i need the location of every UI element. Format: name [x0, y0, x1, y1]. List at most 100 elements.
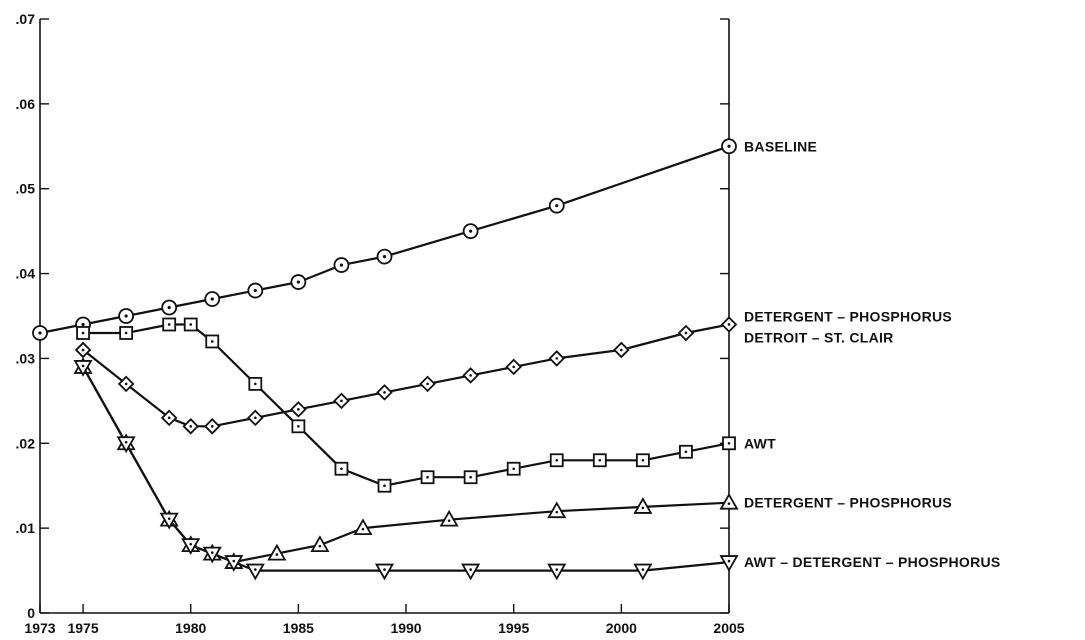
triangle-up-marker [439, 509, 459, 527]
series-line-diamond [82, 323, 730, 428]
triangle-down-marker-dot [189, 542, 193, 546]
circle-marker-dot [382, 255, 387, 259]
triangle-up-marker [310, 535, 330, 553]
triangle-down-marker [224, 555, 244, 572]
diamond-marker-dot [555, 357, 559, 360]
circle-marker-dot [555, 204, 559, 208]
square-marker-dot [167, 323, 171, 326]
triangle-up-marker-dot [275, 553, 279, 556]
circle-marker-dot [727, 144, 731, 148]
x-tick-label: 1995 [498, 620, 529, 636]
triangle-down-marker [159, 512, 179, 530]
circle-marker-dot [81, 322, 85, 327]
series-square [76, 317, 736, 493]
chart-axes: 0 .01 .02 .03 .04 .05 .06 .07 1973 1975 1980 1985 19… [16, 11, 745, 636]
triangle-up-marker-dot [641, 506, 645, 510]
diamond-marker-dot [620, 348, 623, 352]
square-marker-dot [641, 458, 645, 462]
square-marker-dot [555, 458, 559, 462]
square-marker-dot [210, 340, 214, 343]
triangle-down-marker [633, 563, 653, 581]
square-marker-dot [426, 475, 429, 479]
diamond-marker-dot [189, 425, 193, 428]
triangle-up-marker-dot [727, 502, 731, 505]
series-label: AWT [744, 435, 776, 451]
square-marker-dot [124, 331, 128, 335]
triangle-up-marker [267, 543, 287, 561]
series-line-square [83, 323, 730, 487]
y-tick-label: .06 [16, 96, 36, 112]
diamond-marker-dot [469, 374, 472, 377]
diamond-marker-dot [210, 425, 214, 428]
circle-marker-dot [296, 280, 300, 284]
triangle-down-marker [461, 563, 481, 581]
series-label: AWT – DETERGENT – PHOSPHORUS [744, 554, 1001, 570]
series-label: BASELINE [744, 138, 817, 154]
triangle-down-marker [547, 563, 567, 581]
circle-marker-dot [167, 305, 171, 310]
diamond-marker-dot [254, 416, 257, 420]
triangle-down-marker-dot [254, 568, 257, 571]
x-tick-label: 1980 [175, 620, 206, 636]
y-tick-label: 0 [27, 605, 35, 621]
square-marker-dot [512, 467, 515, 471]
triangle-up-marker [353, 518, 373, 536]
triangle-down-marker [116, 436, 136, 454]
triangle-up-marker-dot [318, 544, 322, 548]
y-tick-label: .04 [16, 266, 36, 282]
square-marker-dot [297, 425, 300, 428]
triangle-up-marker-dot [555, 510, 559, 514]
triangle-up-marker-dot [447, 519, 451, 522]
triangle-down-marker-dot [727, 559, 731, 563]
diamond-marker-dot [684, 331, 688, 335]
diamond-marker-dot [512, 365, 515, 369]
triangle-down-marker [719, 555, 739, 572]
triangle-down-marker [245, 563, 265, 581]
series-diamond [74, 316, 738, 435]
triangle-down-marker-dot [555, 568, 559, 571]
square-marker-dot [81, 331, 85, 335]
x-tick-label: 2005 [713, 620, 744, 636]
triangle-up-marker [633, 497, 653, 514]
y-tick-label: .03 [16, 350, 36, 366]
triangle-down-marker-dot [124, 440, 128, 444]
x-tick-label: 1990 [390, 620, 421, 636]
series-line-triangle-down [82, 366, 730, 572]
triangle-down-marker [181, 538, 201, 555]
triangle-down-marker-dot [232, 559, 236, 563]
x-tick-label: 1975 [67, 620, 98, 636]
triangle-down-marker [202, 546, 222, 564]
series-triangle-down [73, 360, 739, 581]
triangle-down-marker-dot [167, 517, 171, 520]
square-marker-dot [469, 475, 472, 479]
x-tick-label: 1985 [283, 620, 314, 636]
circle-marker-dot [124, 314, 128, 318]
series-label-line2: DETROIT – ST. CLAIR [744, 329, 894, 345]
diamond-marker-dot [727, 323, 731, 326]
square-marker-dot [254, 382, 257, 386]
diamond-marker-dot [167, 416, 171, 420]
y-tick-label: .02 [16, 435, 36, 451]
series-label: DETERGENT – PHOSPHORUS [744, 495, 952, 511]
triangle-down-marker-dot [81, 364, 85, 368]
triangle-up-marker [547, 501, 567, 519]
square-marker-dot [383, 484, 386, 488]
triangle-down-marker-dot [641, 568, 645, 571]
series-labels: BASELINE DETERGENT – PHOSPHORUS DETROIT – … [744, 138, 1001, 570]
diamond-marker-dot [426, 382, 429, 386]
triangle-up-marker [719, 492, 739, 510]
square-marker-dot [598, 458, 602, 462]
y-tick-label: .05 [16, 181, 36, 197]
triangle-up-marker-dot [361, 527, 365, 531]
diamond-marker-dot [383, 391, 386, 394]
circle-marker-dot [210, 297, 214, 301]
triangle-down-marker [73, 360, 93, 377]
series-circle-dot [32, 138, 737, 341]
series-label: DETERGENT – PHOSPHORUS [744, 308, 952, 324]
y-tick-label: .07 [16, 11, 36, 27]
circle-marker-dot [339, 263, 344, 267]
y-tick-label: .01 [16, 520, 36, 536]
square-marker-dot [727, 441, 731, 445]
x-tick-label: 1973 [24, 620, 55, 636]
